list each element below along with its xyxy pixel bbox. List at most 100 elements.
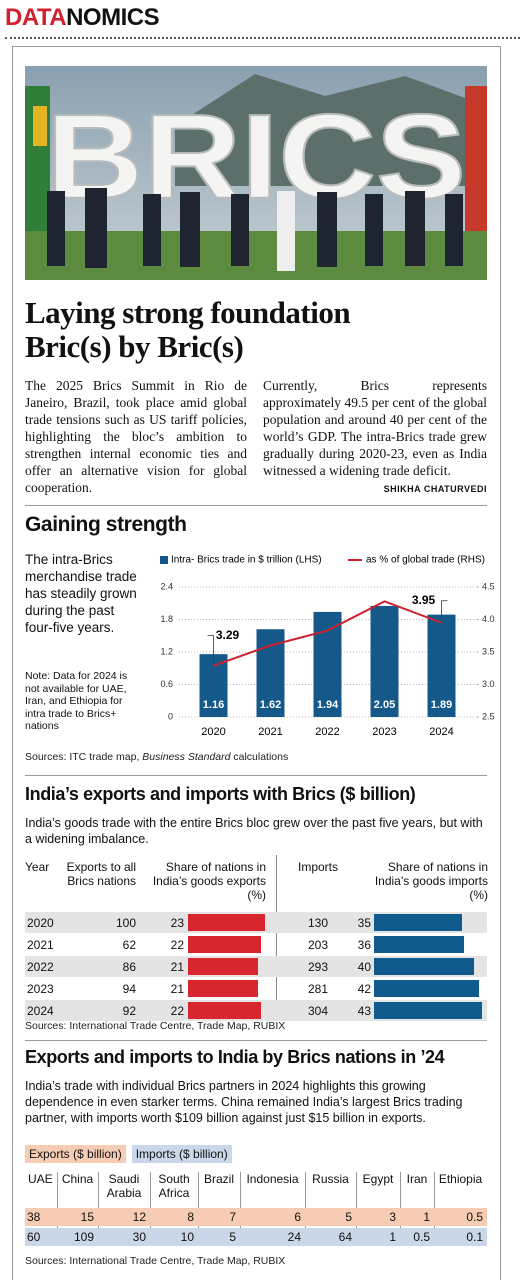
people <box>47 188 463 271</box>
x-tick-label: 2022 <box>315 726 339 738</box>
headline: Laying strong foundation Bric(s) by Bric… <box>25 295 351 364</box>
mountain <box>175 74 487 186</box>
photo: BRICS <box>25 66 487 280</box>
label-leader <box>207 635 214 663</box>
column-header: China <box>61 1172 94 1186</box>
bar <box>188 980 258 997</box>
headline-line: Bric(s) by Bric(s) <box>25 329 244 364</box>
bar-value-label: 2.05 <box>374 699 395 711</box>
value-cell: 100 <box>115 916 136 930</box>
y-tick-label: 0 <box>168 711 173 721</box>
value-cell: 3 <box>389 1210 396 1224</box>
legend-label: as % of global trade (RHS) <box>366 555 485 566</box>
headline-line: Laying strong foundation <box>25 295 351 330</box>
value-cell: 281 <box>307 982 328 996</box>
flag <box>465 86 487 236</box>
x-tick-label: 2024 <box>429 726 453 738</box>
legend: Exports ($ billion) Imports ($ billion) <box>25 1145 232 1163</box>
column-header: Iran <box>406 1172 428 1186</box>
value-cell: 293 <box>307 960 328 974</box>
masthead-part: NOMICS <box>66 4 160 31</box>
value-cell: 10 <box>180 1230 194 1244</box>
sources-text: Business Standard <box>142 751 231 763</box>
y2-tick-label: 3.0 <box>482 679 495 689</box>
column-header: Brazil <box>203 1172 234 1186</box>
column-header: Egypt <box>362 1172 394 1186</box>
value-cell: 62 <box>122 938 136 952</box>
legend-swatch <box>160 556 168 564</box>
bar-value-label: 1.16 <box>203 699 224 711</box>
value-cell: 64 <box>338 1230 352 1244</box>
bar-value-label: 1.89 <box>431 699 452 711</box>
column-header: South Africa <box>158 1172 190 1200</box>
sources: Sources: ITC trade map, Business Standar… <box>25 751 288 763</box>
value-cell: 40 <box>357 960 371 974</box>
column-header: Saudi Arabia <box>106 1172 142 1200</box>
chart: 0 0.6 1.2 1.8 2.4 2.5 3.0 3.5 4.0 4.5 2020 1.16 2021… <box>160 555 495 738</box>
y2-tick-label: 3.5 <box>482 646 495 656</box>
value-cell: 15 <box>80 1210 94 1224</box>
line-value-label: 3.29 <box>216 628 240 642</box>
sources: Sources: International Trade Centre, Tra… <box>25 1020 286 1032</box>
value-cell: 0.5 <box>413 1230 430 1244</box>
value-cell: 24 <box>287 1230 301 1244</box>
value-cell: 38 <box>27 1210 41 1224</box>
value-cell: 304 <box>307 1004 328 1018</box>
column-header: UAE <box>28 1172 53 1186</box>
value-cell: 0.5 <box>466 1210 483 1224</box>
column-header: Exports to all Brics nations <box>66 860 136 888</box>
year-cell: 2023 <box>27 982 54 996</box>
y-tick-label: 1.2 <box>160 646 173 656</box>
section-title: Gaining strength <box>25 513 187 536</box>
bar <box>374 980 480 997</box>
row-background <box>25 1208 487 1226</box>
line-value-label: 3.95 <box>412 593 436 607</box>
value-cell: 86 <box>122 960 136 974</box>
sources-text: Sources: ITC trade map, <box>25 751 143 763</box>
value-cell: 12 <box>132 1210 146 1224</box>
value-cell: 5 <box>229 1230 236 1244</box>
x-tick-label: 2020 <box>201 726 225 738</box>
flag <box>33 106 47 146</box>
y-tick-label: 2.4 <box>160 581 173 591</box>
bar <box>188 1002 262 1019</box>
year-cell: 2022 <box>27 960 54 974</box>
column-header: Ethiopia <box>438 1172 483 1186</box>
label-leader <box>441 600 448 620</box>
bar-value-label: 1.94 <box>317 699 339 711</box>
value-cell: 30 <box>132 1230 146 1244</box>
value-cell: 0.1 <box>466 1230 483 1244</box>
bar <box>374 936 465 953</box>
rule <box>25 775 487 776</box>
legend-label: Intra- Brics trade in $ trillion (LHS) <box>171 555 322 566</box>
year-cell: 2024 <box>27 1004 54 1018</box>
value-cell: 203 <box>307 938 328 952</box>
bar <box>188 958 258 975</box>
x-tick-label: 2023 <box>372 726 396 738</box>
divider <box>276 855 277 1012</box>
masthead-part: DATA <box>5 4 67 31</box>
year-cell: 2020 <box>27 916 54 930</box>
value-cell: 21 <box>170 982 184 996</box>
chart-description: The intra-Brics merchandise trade has st… <box>25 552 137 635</box>
y-tick-label: 1.8 <box>160 614 173 624</box>
value-cell: 60 <box>27 1230 41 1244</box>
value-cell: 36 <box>357 938 371 952</box>
bar <box>374 958 475 975</box>
row-background <box>25 1228 487 1246</box>
intro-text: Currently, Brics represents approximatel… <box>263 378 487 478</box>
y2-tick-label: 4.0 <box>482 614 495 624</box>
line <box>213 600 442 667</box>
masthead: DATANOMICS <box>5 4 160 32</box>
column-header: Share of nations in India’s goods export… <box>152 860 266 902</box>
masthead-rule <box>5 37 520 39</box>
value-cell: 1 <box>423 1210 430 1224</box>
bar-value-label: 1.62 <box>260 699 281 711</box>
bar <box>188 936 262 953</box>
sources: Sources: International Trade Centre, Tra… <box>25 1255 286 1267</box>
x-tick-label: 2021 <box>258 726 282 738</box>
section-subtitle: India’s goods trade with the entire Bric… <box>25 816 483 846</box>
bar <box>188 914 265 931</box>
column-header: Indonesia <box>246 1172 299 1186</box>
